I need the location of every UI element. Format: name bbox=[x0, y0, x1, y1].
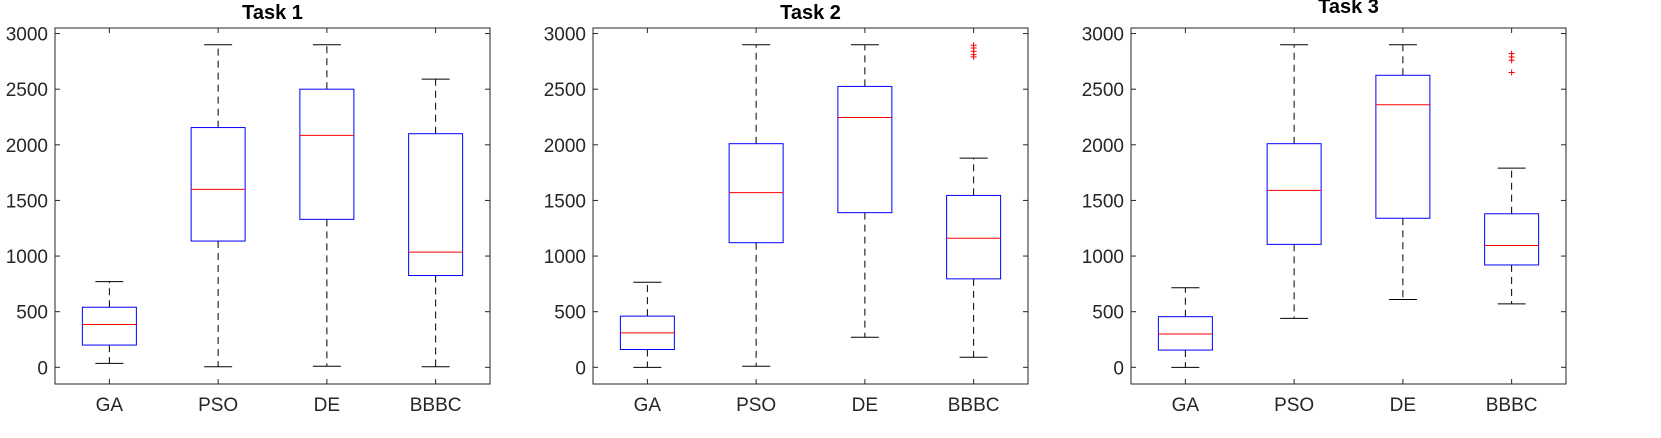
y-tick-label: 1500 bbox=[6, 191, 48, 212]
iqr-box bbox=[1266, 143, 1322, 245]
y-tick-label: 0 bbox=[1113, 358, 1124, 379]
box-bbbc bbox=[408, 78, 464, 368]
y-tick-label: 1500 bbox=[1082, 191, 1124, 212]
x-tick-label: DE bbox=[852, 395, 878, 416]
box-de bbox=[1375, 44, 1431, 300]
box-ga bbox=[1157, 287, 1213, 368]
y-tick-label: 0 bbox=[37, 358, 48, 379]
iqr-box bbox=[728, 143, 784, 244]
box-pso bbox=[190, 44, 246, 368]
iqr-box bbox=[299, 88, 355, 220]
x-tick-label: BBBC bbox=[948, 395, 1000, 416]
y-tick-label: 3000 bbox=[6, 25, 48, 46]
x-tick-label: GA bbox=[634, 395, 662, 416]
iqr-box bbox=[408, 133, 464, 277]
boxplot-panel: Task 3 0 500 1000 1500 2000 2500 3000 GA PSO DE BBB… bbox=[1082, 0, 1567, 416]
x-tick-label: DE bbox=[1390, 395, 1416, 416]
x-tick-label: PSO bbox=[736, 395, 776, 416]
axes-frame bbox=[1130, 27, 1567, 385]
x-tick-label: BBBC bbox=[1486, 395, 1538, 416]
box-pso bbox=[1266, 44, 1322, 319]
y-tick-label: 0 bbox=[575, 358, 586, 379]
x-tick-label: GA bbox=[96, 395, 124, 416]
iqr-box bbox=[1157, 316, 1213, 351]
y-tick-label: 3000 bbox=[1082, 25, 1124, 46]
box-bbbc bbox=[1484, 50, 1540, 305]
boxplot-panel: Task 2 0 500 1000 1500 2000 2500 3000 GA PSO DE BBB… bbox=[544, 2, 1029, 416]
iqr-box bbox=[837, 85, 893, 214]
y-tick-label: 500 bbox=[1092, 303, 1124, 324]
axes-frame bbox=[592, 27, 1029, 385]
chart-title: Task 2 bbox=[780, 2, 841, 24]
box-ga bbox=[81, 281, 137, 364]
y-tick-label: 2500 bbox=[6, 80, 48, 101]
y-tick-label: 2000 bbox=[6, 136, 48, 157]
outlier-marker bbox=[1508, 69, 1515, 76]
iqr-box bbox=[1375, 74, 1431, 219]
y-tick-label: 1000 bbox=[6, 247, 48, 268]
y-tick-label: 2000 bbox=[544, 136, 586, 157]
outlier-marker bbox=[1508, 50, 1515, 57]
y-tick-label: 1500 bbox=[544, 191, 586, 212]
x-tick-label: BBBC bbox=[410, 395, 462, 416]
iqr-box bbox=[190, 127, 246, 242]
iqr-box bbox=[81, 306, 137, 346]
chart-title: Task 3 bbox=[1318, 0, 1379, 18]
iqr-box bbox=[1484, 213, 1540, 266]
box-de bbox=[837, 44, 893, 338]
y-tick-label: 1000 bbox=[1082, 247, 1124, 268]
chart-title: Task 1 bbox=[242, 2, 303, 24]
y-tick-label: 2500 bbox=[1082, 80, 1124, 101]
box-bbbc bbox=[946, 42, 1002, 358]
y-tick-label: 1000 bbox=[544, 247, 586, 268]
y-tick-label: 3000 bbox=[544, 25, 586, 46]
y-tick-label: 500 bbox=[554, 303, 586, 324]
x-tick-label: DE bbox=[314, 395, 340, 416]
axes-frame bbox=[54, 27, 491, 385]
x-tick-label: GA bbox=[1172, 395, 1200, 416]
box-pso bbox=[728, 44, 784, 367]
iqr-box bbox=[946, 194, 1002, 280]
y-tick-label: 2000 bbox=[1082, 136, 1124, 157]
box-de bbox=[299, 44, 355, 367]
box-ga bbox=[619, 281, 675, 368]
y-tick-label: 500 bbox=[16, 303, 48, 324]
x-tick-label: PSO bbox=[1274, 395, 1314, 416]
x-tick-label: PSO bbox=[198, 395, 238, 416]
y-tick-label: 2500 bbox=[544, 80, 586, 101]
boxplot-panel: Task 1 0 500 1000 1500 2000 2500 3000 GA PSO DE BBB… bbox=[6, 2, 491, 416]
outlier-marker bbox=[970, 42, 977, 49]
